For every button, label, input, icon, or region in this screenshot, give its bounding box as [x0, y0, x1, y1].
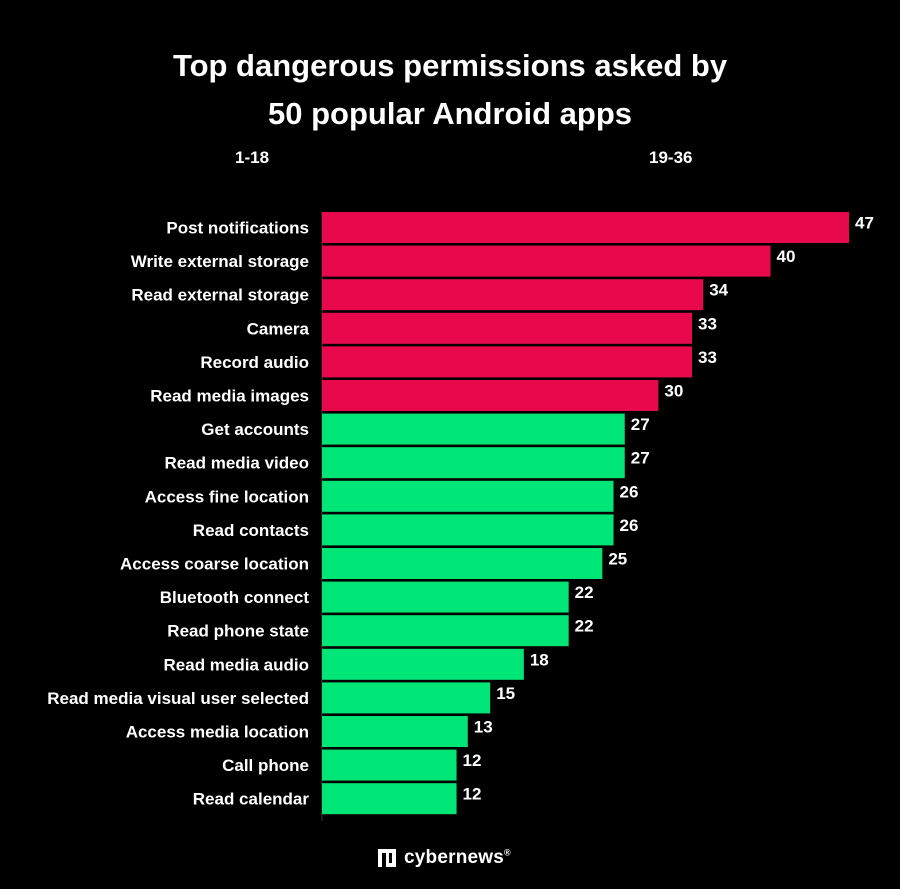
category-label-2: Read external storage: [131, 286, 309, 305]
value-label-0: 47: [855, 214, 874, 233]
category-label-0: Post notifications: [166, 219, 309, 238]
bar-13: [322, 648, 524, 680]
value-label-11: 22: [575, 583, 594, 602]
bar-7: [322, 447, 625, 479]
value-label-7: 27: [631, 449, 650, 468]
bar-0: [322, 212, 849, 243]
value-label-6: 27: [631, 415, 650, 434]
chart-title: Top dangerous permissions asked by 50 po…: [0, 42, 900, 138]
bar-5: [322, 380, 659, 411]
value-label-16: 12: [463, 751, 482, 770]
category-label-12: Read phone state: [167, 622, 309, 641]
value-label-8: 26: [620, 482, 639, 501]
value-label-12: 22: [575, 617, 594, 636]
bar-4: [322, 346, 693, 378]
chart-title-line-2: 50 popular Android apps: [268, 96, 632, 131]
bar-11: [322, 581, 569, 613]
bar-3: [322, 312, 693, 344]
bar-15: [322, 716, 468, 747]
bar-17: [322, 783, 457, 815]
value-label-13: 18: [530, 650, 549, 669]
category-label-9: Read contacts: [193, 521, 309, 540]
chart-title-line-1: Top dangerous permissions asked by: [172, 48, 728, 83]
category-label-11: Bluetooth connect: [160, 588, 310, 607]
bar-6: [322, 413, 625, 445]
brand-footer: cybernews®: [378, 846, 511, 870]
range-label-19-36: 19-36: [649, 148, 693, 167]
value-label-15: 13: [474, 718, 493, 737]
bar-16: [322, 749, 457, 781]
category-label-6: Get accounts: [201, 420, 309, 439]
value-label-1: 40: [777, 247, 796, 266]
category-label-14: Read media visual user selected: [47, 689, 309, 708]
value-label-4: 33: [698, 348, 717, 367]
value-label-10: 25: [608, 550, 627, 569]
value-label-2: 34: [709, 281, 728, 300]
category-label-15: Access media location: [126, 723, 309, 742]
bar-10: [322, 548, 603, 579]
category-label-8: Access fine location: [145, 487, 309, 506]
category-label-5: Read media images: [150, 387, 309, 406]
range-label-1-18: 1-18: [235, 148, 270, 167]
brand-name-text: cybernews: [404, 847, 505, 868]
category-label-1: Write external storage: [131, 252, 309, 271]
cybernews-logo-icon: [378, 849, 396, 867]
category-label-13: Read media audio: [164, 655, 309, 674]
value-label-3: 33: [698, 314, 717, 333]
bar-1: [322, 245, 771, 277]
category-label-10: Access coarse location: [120, 555, 309, 574]
bar-2: [322, 279, 704, 311]
value-label-14: 15: [496, 684, 515, 703]
category-label-7: Read media video: [164, 454, 309, 473]
category-label-17: Read calendar: [193, 790, 310, 809]
value-label-5: 30: [664, 382, 683, 401]
brand-registered-mark: ®: [504, 847, 511, 858]
category-label-3: Camera: [247, 319, 310, 338]
value-label-17: 12: [463, 785, 482, 804]
bar-14: [322, 682, 491, 714]
category-label-4: Record audio: [200, 353, 309, 372]
brand-name: cybernews®: [404, 847, 511, 869]
bar-12: [322, 615, 569, 647]
bar-8: [322, 480, 614, 512]
bar-9: [322, 514, 614, 546]
category-label-16: Call phone: [222, 756, 309, 775]
value-label-9: 26: [620, 516, 639, 535]
